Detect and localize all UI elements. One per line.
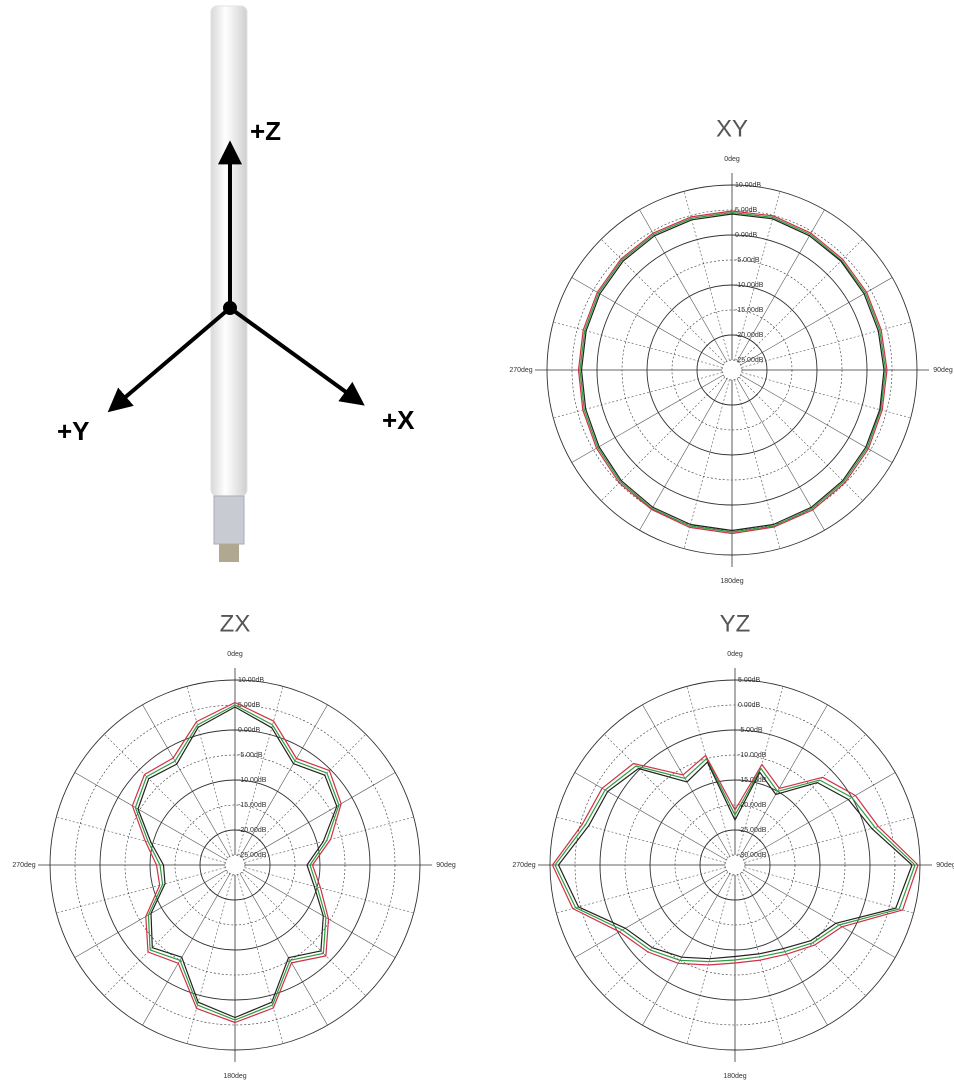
spoke [245,817,414,862]
spoke [556,817,725,862]
r-tick-label: 10.00dB [238,677,264,684]
chart-title: ZX [220,610,251,637]
angle-label: 270deg [509,367,532,374]
r-tick-label: 0.00dB [238,727,261,734]
r-tick-label: 0.00dB [738,702,761,709]
r-tick-label: -30.00dB [738,852,767,859]
spoke [556,868,725,913]
spoke [242,872,366,996]
page: +Z +Y +X XY 0deg 90deg 180deg 270deg 10.00dB 5… [0,0,954,1084]
angle-label: 90deg [936,862,954,869]
r-tick-label: -5.00dB [735,257,760,264]
spoke [56,868,225,913]
angle-label: 90deg [436,862,456,869]
r-tick-label: -15.00dB [238,802,267,809]
spoke [601,239,725,363]
r-tick-label: -20.00dB [735,332,764,339]
angle-label: 270deg [12,862,35,869]
spoke [742,872,866,996]
axis-label: +Z [250,116,281,146]
r-tick-label: 5.00dB [738,677,761,684]
axis-label: +Y [57,416,90,446]
spoke [601,377,725,501]
r-tick-label: -5.00dB [238,752,263,759]
spoke [684,380,729,549]
spoke [604,734,728,858]
chart-title: XY [716,115,748,142]
r-tick-label: 10.00dB [735,182,761,189]
polar-chart: XY0deg90deg180deg270deg10.00dB5.00dB0.00… [509,115,953,585]
spoke [187,875,232,1044]
angle-label: 0deg [727,651,743,658]
r-tick-label: -5.00dB [738,727,763,734]
r-tick-label: 0.00dB [735,232,758,239]
angle-label: 180deg [723,1073,746,1080]
x-arrow [230,308,357,400]
antenna-diagram: +Z +Y +X [57,6,415,562]
polar-chart: ZX0deg90deg180deg270deg10.00dB5.00dB0.00… [12,610,456,1080]
pattern-line [582,214,885,531]
spoke [104,734,228,858]
spoke [739,377,863,501]
chart-title: YZ [720,610,751,637]
angle-label: 270deg [512,862,535,869]
r-tick-label: -25.00dB [238,852,267,859]
angle-label: 0deg [227,651,243,658]
r-tick-label: -10.00dB [738,752,767,759]
r-tick-label: -15.00dB [735,307,764,314]
angle-label: 180deg [223,1073,246,1080]
r-tick-label: -10.00dB [735,282,764,289]
spoke [553,322,722,367]
r-tick-label: -25.00dB [735,357,764,364]
spoke [745,868,914,913]
r-tick-label: -10.00dB [238,777,267,784]
spoke [553,373,722,418]
angle-label: 90deg [933,367,953,374]
r-tick-label: -20.00dB [238,827,267,834]
spoke [56,817,225,862]
polar-chart: YZ 0deg 90deg 180deg 270deg 5.00dB 0.00dB -5.00… [512,610,954,1080]
origin-dot [223,301,237,315]
spoke [104,872,228,996]
antenna-connector [219,544,239,562]
angle-label: 0deg [724,156,740,163]
angle-label: 180deg [720,578,743,585]
antenna-base [214,496,244,544]
spoke [245,868,414,913]
spoke [735,380,780,549]
axis-label: +X [382,405,415,435]
r-tick-label: -25.00dB [738,827,767,834]
